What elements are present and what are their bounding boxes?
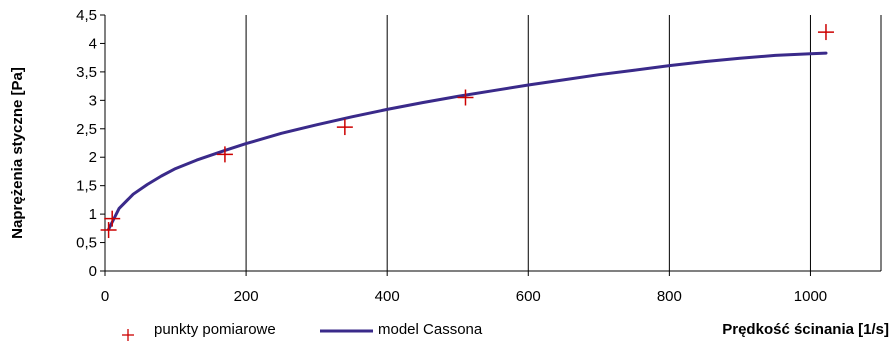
legend-label-model-cassona: model Cassona: [378, 321, 483, 338]
x-tick-label: 200: [234, 288, 259, 305]
y-tick-label: 1: [89, 206, 97, 223]
y-tick-label: 2: [89, 149, 97, 166]
y-tick-label: 0,5: [76, 235, 97, 252]
grid-lines: [245, 15, 882, 271]
y-tick-label: 3: [89, 92, 97, 109]
legend-item-punkty-pomiarowe: punkty pomiarowe: [122, 321, 276, 341]
y-tick-label: 4,5: [76, 7, 97, 24]
y-tick-label: 0: [89, 263, 97, 280]
x-axis-title: Prędkość ścinania [1/s]: [722, 321, 889, 338]
legend-item-model-cassona: model Cassona: [320, 321, 483, 338]
measurement-point: [100, 222, 117, 239]
measurement-point: [457, 89, 474, 106]
y-tick-label: 3,5: [76, 64, 97, 81]
legend: punkty pomiarowe model Cassona: [122, 321, 483, 341]
model-cassona-line: [107, 51, 828, 231]
x-tick-label: 400: [375, 288, 400, 305]
y-axis-title: Naprężenia styczne [Pa]: [9, 67, 26, 239]
y-tick-label: 4: [89, 35, 97, 52]
legend-label-punkty-pomiarowe: punkty pomiarowe: [154, 321, 276, 338]
plot-area: [105, 15, 881, 271]
legend-plus-marker-icon: [122, 329, 134, 341]
measurement-point: [336, 119, 353, 136]
series-punkty-pomiarowe: [100, 24, 834, 239]
x-tick-label: 1000: [794, 288, 827, 305]
measurement-point: [104, 210, 121, 227]
measurement-point: [817, 24, 834, 41]
x-tick-label: 600: [516, 288, 541, 305]
x-tick-labels: 0 200 400 600 800 1000: [101, 271, 827, 305]
axes: [104, 15, 881, 272]
y-tick-label: 2,5: [76, 121, 97, 138]
x-tick-label: 800: [657, 288, 682, 305]
measurement-point: [216, 146, 233, 163]
x-tick-label: 0: [101, 288, 109, 305]
y-tick-label: 1,5: [76, 178, 97, 195]
series-model-cassona: [107, 51, 828, 231]
y-tick-labels: 0 0,5 1 1,5 2 2,5 3 3,5 4 4,5: [76, 7, 105, 280]
